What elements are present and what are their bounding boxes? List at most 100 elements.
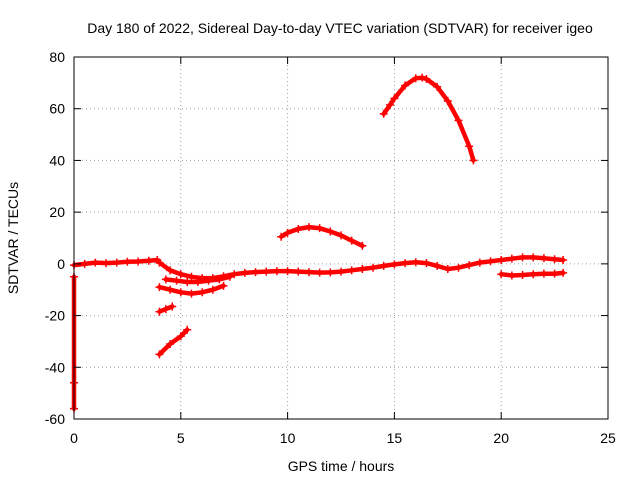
data-point — [454, 116, 463, 125]
data-point — [187, 272, 196, 281]
data-point — [155, 283, 164, 292]
data-point — [518, 253, 527, 262]
data-point — [251, 268, 260, 277]
data-point — [176, 270, 185, 279]
data-point — [102, 259, 111, 268]
data-point — [386, 100, 395, 109]
data-point — [91, 258, 100, 267]
data-point — [497, 255, 506, 264]
data-point — [225, 272, 234, 281]
data-point — [539, 254, 548, 263]
data-point — [172, 276, 181, 285]
data-point — [198, 288, 207, 297]
x-tick-label: 20 — [493, 430, 509, 446]
data-point — [529, 270, 538, 279]
data-point — [176, 288, 185, 297]
data-point — [465, 142, 474, 151]
y-axis-label: SDTVAR / TECUs — [5, 182, 21, 294]
x-tick-label: 15 — [387, 430, 403, 446]
axis-ticks: 0 5 10 15 20 25 -60 -40 -20 0 20 40 60 80 — [45, 49, 616, 446]
x-axis-label: GPS time / hours — [288, 458, 395, 474]
data-point — [433, 82, 442, 91]
data-point — [155, 258, 164, 267]
x-tick-label: 25 — [600, 430, 616, 446]
data-point — [358, 265, 367, 274]
data-point — [183, 325, 192, 334]
data-point — [193, 277, 202, 286]
data-point — [294, 267, 303, 276]
data-point — [337, 267, 345, 276]
data-point — [347, 266, 356, 275]
y-tick-label: -40 — [45, 359, 65, 375]
series-drop-4-6 — [157, 327, 190, 357]
data-point — [123, 257, 132, 266]
data-point — [315, 224, 324, 233]
y-tick-label: 80 — [49, 49, 65, 65]
data-point — [379, 109, 388, 118]
data-point — [168, 302, 177, 311]
data-point — [240, 268, 249, 277]
data-point — [507, 254, 516, 263]
data-point — [204, 276, 213, 285]
data-point — [326, 227, 335, 236]
data-point — [215, 275, 224, 284]
y-tick-label: -60 — [45, 411, 65, 427]
data-point — [550, 269, 559, 278]
data-point — [422, 259, 431, 268]
data-point — [315, 268, 324, 277]
data-point — [550, 255, 559, 264]
data-point — [390, 94, 399, 103]
data-point — [112, 258, 121, 267]
data-point — [166, 340, 175, 349]
data-point — [469, 156, 478, 165]
y-tick-label: -20 — [45, 308, 65, 324]
data-point — [465, 261, 474, 270]
data-point — [294, 224, 303, 233]
data-point — [166, 285, 175, 294]
data-point — [262, 267, 271, 276]
data-point — [422, 74, 431, 83]
data-point — [358, 241, 367, 250]
data-point — [433, 261, 442, 270]
data-point — [80, 259, 89, 268]
data-points — [70, 73, 568, 413]
data-point — [443, 96, 452, 105]
data-point — [208, 285, 217, 294]
data-point — [283, 267, 292, 276]
data-point — [166, 266, 175, 275]
y-tick-label: 20 — [49, 204, 65, 220]
plot-frame — [73, 56, 609, 420]
data-point — [155, 350, 164, 359]
data-point — [443, 265, 452, 274]
data-point — [418, 73, 427, 82]
y-tick-label: 40 — [49, 152, 65, 168]
data-point — [369, 263, 378, 272]
data-point — [486, 257, 495, 266]
data-point — [304, 268, 313, 277]
data-point — [529, 253, 538, 262]
x-tick-label: 5 — [177, 430, 185, 446]
data-point — [497, 270, 506, 279]
y-tick-label: 0 — [57, 256, 65, 272]
data-point — [272, 267, 281, 276]
data-point — [401, 259, 410, 268]
data-point — [134, 257, 143, 266]
data-point — [144, 256, 153, 265]
data-point — [401, 81, 410, 90]
data-point — [176, 332, 185, 341]
data-point — [507, 271, 516, 280]
data-point — [187, 289, 196, 298]
x-tick-label: 0 — [70, 430, 78, 446]
data-point — [390, 260, 399, 269]
data-point — [518, 270, 527, 279]
data-point — [379, 261, 388, 270]
data-point — [183, 277, 192, 286]
data-point — [347, 236, 356, 245]
data-point — [161, 275, 170, 284]
data-point — [337, 231, 345, 240]
data-point — [161, 305, 170, 314]
data-point — [277, 232, 286, 241]
data-point — [559, 268, 568, 277]
